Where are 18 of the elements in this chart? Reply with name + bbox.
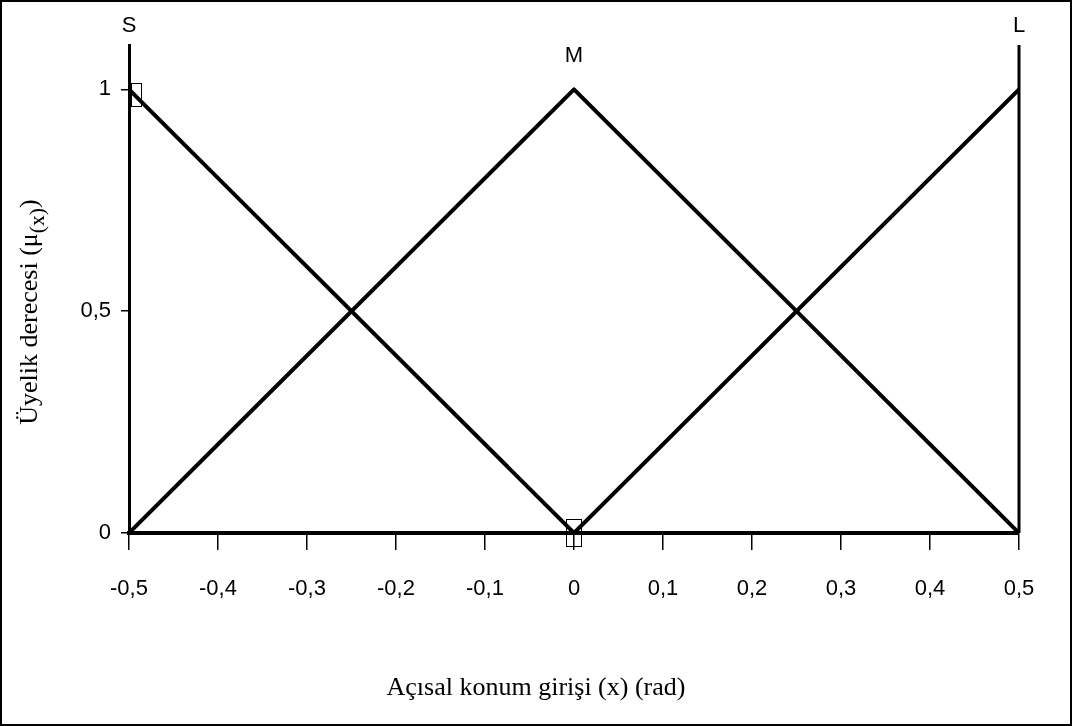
x-tick-label: 0 — [567, 575, 581, 601]
y-tick-label: 0 — [98, 519, 111, 545]
text: L — [1012, 12, 1026, 38]
x-axis-title: Açısal konum girişi (x) (rad) — [385, 672, 687, 702]
text: S — [121, 12, 137, 38]
x-tick-label: -0,4 — [199, 575, 237, 601]
x-tick-label: 0,5 — [1003, 575, 1035, 601]
x-tick-label: 0,1 — [647, 575, 679, 601]
y-tick-label: 1 — [98, 75, 111, 101]
x-tick-label: -0,5 — [110, 575, 148, 601]
x-tick-label: -0,2 — [377, 575, 415, 601]
y-tick-label: 0,5 — [80, 297, 111, 323]
x-tick-label: 0,4 — [914, 575, 946, 601]
series-label: M — [564, 42, 584, 68]
x-tick-label: -0,1 — [466, 575, 504, 601]
x-tick-label: -0,3 — [288, 575, 326, 601]
x-tick-label: 0,3 — [825, 575, 857, 601]
x-tick-label: 0,2 — [736, 575, 768, 601]
